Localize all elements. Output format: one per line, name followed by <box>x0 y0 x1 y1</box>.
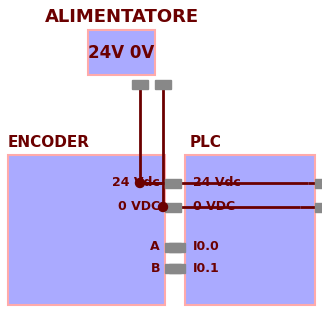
Bar <box>155 79 171 88</box>
Bar <box>8 155 165 305</box>
Bar <box>88 30 155 75</box>
Bar <box>165 264 181 272</box>
Bar <box>169 264 185 272</box>
Text: 24 Vdc: 24 Vdc <box>193 176 241 189</box>
Text: 0 VDC: 0 VDC <box>118 201 160 214</box>
Bar <box>165 179 181 188</box>
Circle shape <box>136 179 145 188</box>
Bar <box>165 242 181 251</box>
Bar <box>315 202 322 211</box>
Text: A: A <box>150 241 160 254</box>
Text: ENCODER: ENCODER <box>8 135 90 150</box>
Text: 0 VDC: 0 VDC <box>193 201 235 214</box>
Text: ALIMENTATORE: ALIMENTATORE <box>44 8 199 26</box>
Text: 24V 0V: 24V 0V <box>88 43 155 61</box>
Bar <box>132 79 148 88</box>
Text: I0.0: I0.0 <box>193 241 220 254</box>
Text: PLC: PLC <box>190 135 222 150</box>
Bar <box>315 179 322 188</box>
Bar <box>165 202 181 211</box>
Bar <box>185 155 315 305</box>
Circle shape <box>158 202 167 211</box>
Text: 24 Vdc: 24 Vdc <box>112 176 160 189</box>
Text: B: B <box>150 262 160 274</box>
Bar <box>169 242 185 251</box>
Text: I0.1: I0.1 <box>193 262 220 274</box>
